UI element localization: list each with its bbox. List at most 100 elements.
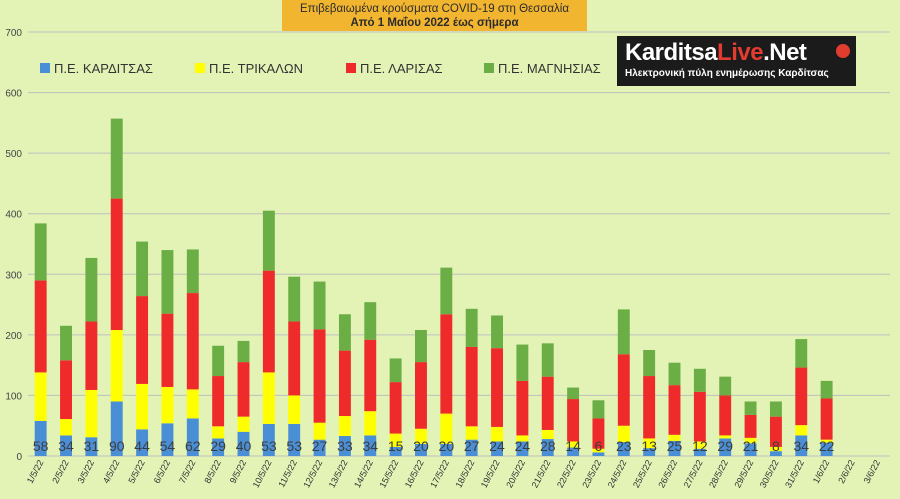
x-tick-label: 1/6/22: [811, 458, 832, 485]
x-tick-label: 10/5/22: [251, 458, 274, 489]
y-tick-label: 0: [16, 452, 22, 463]
data-label: 34: [793, 438, 809, 454]
bar-segment: [338, 350, 351, 417]
y-tick-label: 600: [5, 89, 22, 100]
x-tick-label: 20/5/22: [504, 458, 527, 489]
data-label: 29: [717, 438, 733, 454]
bar-segment: [415, 428, 427, 444]
bar-segment: [415, 330, 427, 363]
legend-swatch: [346, 63, 356, 73]
legend-label: Π.Ε. ΤΡΙΚΑΛΩΝ: [209, 61, 303, 76]
bar-segment: [364, 435, 377, 456]
bar-segment: [567, 447, 580, 456]
chart-subtitle: Από 1 Μαΐου 2022 έως σήμερα: [350, 17, 519, 29]
bar-segment: [795, 367, 808, 426]
legend-label: Π.Ε. ΛΑΡΙΣΑΣ: [360, 61, 443, 76]
x-tick-label: 21/5/22: [530, 458, 553, 489]
bar-segment: [592, 418, 605, 449]
bar-segment: [491, 441, 503, 456]
data-label: 53: [286, 438, 302, 454]
bar-segment: [567, 387, 580, 400]
logo-wordmark: KarditsaLive.Net: [625, 39, 856, 67]
bar-segment: [592, 400, 605, 419]
x-tick-label: 23/5/22: [580, 458, 603, 489]
bar-segment: [110, 118, 123, 199]
bar-segment: [744, 437, 757, 444]
y-tick-label: 500: [5, 149, 22, 160]
bar-segment: [719, 395, 732, 436]
bar-segment: [617, 309, 630, 355]
bar-segment: [541, 376, 554, 430]
logo-text-karditsa: Karditsa: [625, 39, 718, 66]
bar-segment: [237, 431, 250, 456]
x-tick-label: 27/5/22: [682, 458, 705, 489]
bar-segment: [491, 315, 503, 349]
bar-segment: [60, 435, 72, 456]
bar-segment: [186, 249, 199, 294]
legend-swatch: [484, 63, 494, 73]
bar-segment: [643, 376, 656, 439]
bar-segment: [262, 372, 275, 424]
data-label: 58: [33, 438, 49, 454]
x-tick-label: 31/5/22: [783, 458, 806, 489]
bar-segment: [110, 401, 123, 456]
data-label: 13: [641, 438, 657, 454]
x-tick-label: 17/5/22: [428, 458, 451, 489]
x-tick-label: 6/5/22: [152, 458, 173, 485]
bar-segment: [795, 435, 808, 456]
x-tick-label: 3/6/22: [862, 458, 883, 485]
x-tick-label: 25/5/22: [631, 458, 654, 489]
bar-segment: [465, 439, 478, 456]
bar-segment: [693, 391, 706, 442]
y-tick-label: 300: [5, 270, 22, 281]
data-label: 34: [362, 438, 378, 454]
bar-segment: [262, 210, 275, 271]
data-label: 54: [160, 438, 176, 454]
bar-segment: [541, 343, 554, 377]
bar-segment: [719, 438, 732, 456]
data-label: 8: [772, 438, 780, 454]
bar-segment: [110, 330, 123, 402]
bar-segment: [212, 345, 225, 377]
bar-segment: [34, 420, 47, 456]
data-label: 27: [312, 438, 328, 454]
bar-segment: [465, 346, 478, 427]
bar-segment: [820, 398, 833, 440]
x-tick-label: 24/5/22: [606, 458, 629, 489]
bar-segment: [693, 441, 706, 449]
data-label: 33: [337, 438, 353, 454]
data-label: 28: [540, 438, 556, 454]
bar-segment: [440, 413, 453, 444]
bar-segment: [516, 435, 529, 442]
bar-segment: [769, 416, 782, 447]
bar-segment: [541, 429, 554, 440]
bar-segment: [288, 276, 301, 322]
bar-segment: [60, 360, 72, 420]
bar-segment: [769, 446, 782, 452]
logo-text-live: Live: [717, 39, 764, 66]
x-tick-label: 15/5/22: [377, 458, 400, 489]
x-tick-label: 2/5/22: [50, 458, 71, 485]
x-tick-label: 19/5/22: [479, 458, 502, 489]
bar-segment: [592, 452, 605, 456]
legend-label: Π.Ε. ΚΑΡΔΙΤΣΑΣ: [54, 61, 153, 76]
data-label: 20: [413, 438, 429, 454]
y-tick-label: 100: [5, 391, 22, 402]
bar-segment: [820, 380, 833, 399]
data-label: 27: [464, 438, 480, 454]
data-label: 62: [185, 438, 201, 454]
y-tick-label: 700: [5, 28, 22, 39]
x-tick-label: 4/5/22: [101, 458, 122, 485]
bar-segment: [820, 442, 833, 456]
bar-segment: [288, 321, 301, 396]
bar-segment: [237, 362, 250, 417]
data-label: 24: [489, 438, 505, 454]
bar-segment: [820, 439, 833, 443]
bar-segment: [338, 436, 351, 456]
x-tick-label: 22/5/22: [555, 458, 578, 489]
bar-segment: [668, 385, 681, 435]
bar-segment: [389, 382, 402, 434]
bar-segment: [389, 358, 402, 383]
bar-segment: [85, 437, 98, 456]
